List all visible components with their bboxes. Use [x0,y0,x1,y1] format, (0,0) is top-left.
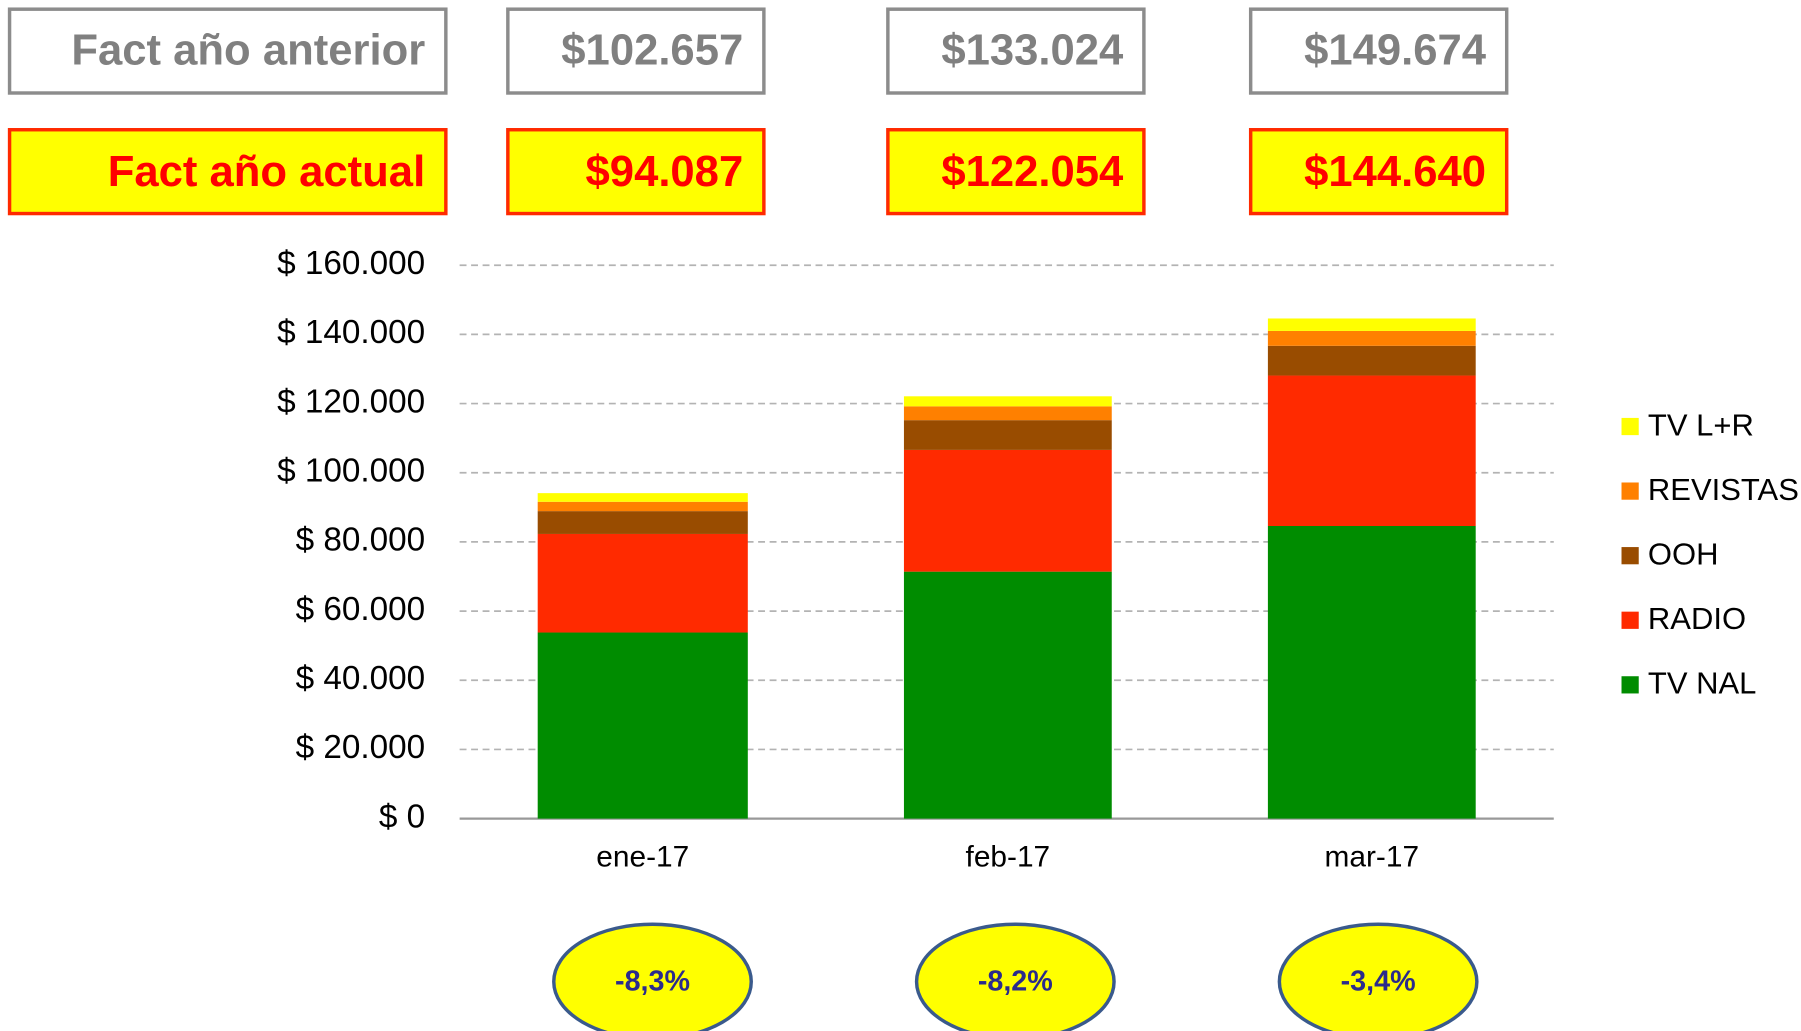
previous-label-box [7,7,448,95]
bar-segment [903,396,1112,407]
y-tick-label: $ 80.000 [296,522,426,559]
y-tick-label: $ 20.000 [296,729,426,766]
legend-swatch [1621,482,1639,500]
bar-segment [1267,318,1476,331]
previous-value: $102.657 [561,26,743,74]
y-tick-label: $ 100.000 [277,453,425,490]
bar-segment [903,420,1112,450]
y-tick-label: $ 160.000 [277,245,425,282]
y-tick-label: $ 40.000 [296,660,426,697]
bar-segment [903,571,1112,819]
previous-value: $133.024 [941,26,1124,74]
bar-segment [537,493,748,502]
change-badge [552,922,753,1031]
y-tick-label: $ 140.000 [277,314,425,351]
legend-swatch [1621,611,1639,629]
current-label: Fact año actual [108,148,425,196]
current-value: $122.054 [941,148,1124,196]
previous-value-box [886,7,1146,95]
previous-value: $149.674 [1304,26,1487,74]
previous-value-box [506,7,766,95]
legend-label: TV L+R [1648,407,1754,442]
y-tick-label: $ 60.000 [296,591,426,628]
legend-label: TV NAL [1648,666,1756,701]
change-badge [914,922,1116,1031]
legend-label: RADIO [1648,601,1746,636]
bar-segment [537,511,748,534]
change-value: -8,2% [978,965,1053,997]
y-tick-label: $ 120.000 [277,383,425,420]
current-value: $94.087 [586,148,744,196]
y-tick-label: $ 0 [379,798,425,835]
change-badge [1277,922,1479,1031]
x-tick-label: mar-17 [1325,841,1420,874]
bar-segment [1267,525,1476,819]
legend-swatch [1621,676,1639,694]
legend-label: OOH [1648,536,1719,571]
bar-segment [1267,375,1476,526]
current-value-box [886,128,1146,216]
current-value: $144.640 [1304,148,1486,196]
legend-label: REVISTAS [1648,472,1799,507]
change-value: -8,3% [615,965,690,997]
x-tick-label: feb-17 [966,841,1051,874]
bar-segment [537,501,748,512]
change-value: -3,4% [1341,965,1416,997]
bar-segment [537,533,748,633]
legend-swatch [1621,417,1639,436]
legend-swatch [1621,547,1639,565]
bar-segment [537,632,748,819]
bar-segment [903,406,1112,421]
previous-value-box [1248,7,1509,95]
previous-label: Fact año anterior [71,26,425,74]
x-tick-label: ene-17 [596,841,689,874]
current-label-box [7,128,448,216]
current-value-box [506,128,766,216]
current-value-box [1248,128,1509,216]
bar-segment [1267,345,1476,376]
bar-segment [903,449,1112,572]
bar-segment [1267,330,1476,346]
